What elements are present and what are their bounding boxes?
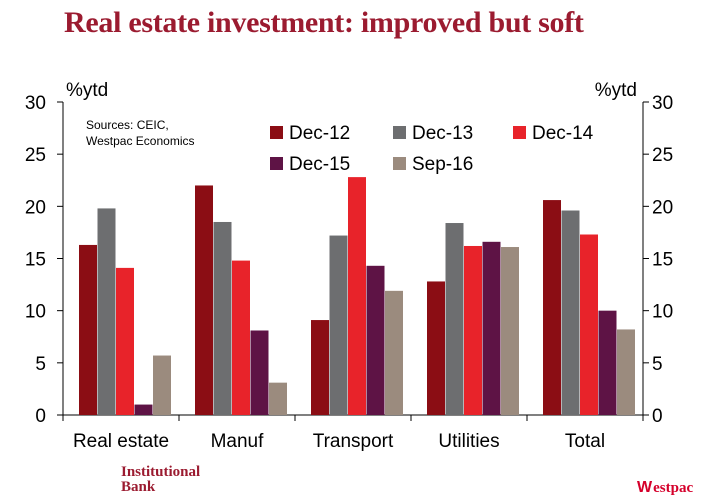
legend-label-sep-16: Sep-16 bbox=[412, 154, 473, 175]
y-tick-label-right: 10 bbox=[652, 302, 673, 323]
bar-dec-14 bbox=[464, 245, 482, 415]
y-tick-label-left: 15 bbox=[25, 250, 46, 271]
y-tick-label-left: 25 bbox=[25, 145, 46, 166]
y-tick-label-right: 25 bbox=[652, 145, 673, 166]
source-note-line-1: Sources: CEIC, bbox=[86, 118, 169, 132]
legend-label-dec-14: Dec-14 bbox=[532, 123, 594, 144]
source-note-line-2: Westpac Economics bbox=[86, 134, 195, 148]
legend-swatch-dec-15 bbox=[270, 157, 283, 170]
westpac-wordmark: estpac bbox=[653, 479, 694, 496]
legend-swatch-dec-14 bbox=[513, 126, 526, 139]
logo-line-1: Institutional bbox=[121, 464, 201, 480]
bar-dec-14 bbox=[232, 260, 250, 415]
legend-swatch-dec-13 bbox=[393, 126, 406, 139]
bar-sep-16 bbox=[501, 247, 519, 415]
legend-label-dec-13: Dec-13 bbox=[412, 123, 473, 144]
bar-dec-12 bbox=[79, 244, 97, 415]
y-tick-label-right: 30 bbox=[652, 93, 673, 114]
bar-dec-15 bbox=[598, 310, 617, 415]
y-axis-label-left: %ytd bbox=[66, 80, 108, 101]
y-tick-label-left: 5 bbox=[35, 354, 46, 375]
y-tick-label-right: 0 bbox=[652, 406, 663, 427]
bar-dec-14 bbox=[580, 234, 598, 415]
bar-sep-16 bbox=[385, 290, 403, 415]
institutional-bank-logo: Institutional Bank bbox=[121, 465, 200, 495]
bar-dec-14 bbox=[116, 267, 134, 415]
x-tick-label: Transport bbox=[313, 431, 394, 452]
x-tick-label: Manuf bbox=[211, 431, 265, 452]
bar-sep-16 bbox=[269, 382, 287, 415]
bar-dec-15 bbox=[134, 404, 153, 415]
y-tick-label-right: 5 bbox=[652, 354, 663, 375]
x-tick-label: Real estate bbox=[73, 431, 169, 452]
bar-dec-13 bbox=[97, 208, 116, 415]
page-title: Real estate investment: improved but sof… bbox=[64, 6, 584, 39]
x-tick-label: Utilities bbox=[438, 431, 499, 452]
bar-dec-13 bbox=[213, 221, 232, 415]
y-tick-label-left: 30 bbox=[25, 93, 46, 114]
bar-dec-15 bbox=[482, 241, 501, 415]
y-tick-label-left: 0 bbox=[35, 406, 46, 427]
y-tick-label-left: 20 bbox=[25, 197, 46, 218]
bar-dec-12 bbox=[427, 281, 445, 415]
bar-dec-12 bbox=[543, 200, 561, 415]
bar-dec-15 bbox=[366, 265, 385, 415]
bar-dec-13 bbox=[329, 235, 348, 415]
bar-sep-16 bbox=[153, 355, 171, 415]
bar-dec-13 bbox=[445, 223, 464, 415]
x-tick-label: Total bbox=[565, 431, 605, 452]
y-tick-label-right: 20 bbox=[652, 197, 673, 218]
legend-swatch-dec-12 bbox=[270, 126, 283, 139]
legend-label-dec-15: Dec-15 bbox=[289, 154, 350, 175]
bar-dec-13 bbox=[561, 210, 580, 415]
bar-dec-12 bbox=[311, 320, 329, 415]
bar-dec-15 bbox=[250, 330, 269, 415]
westpac-w-mark: W bbox=[637, 479, 653, 496]
bar-sep-16 bbox=[617, 329, 635, 415]
westpac-logo: W estpac bbox=[637, 478, 693, 498]
bar-dec-14 bbox=[348, 177, 366, 415]
y-tick-label-left: 10 bbox=[25, 302, 46, 323]
legend-label-dec-12: Dec-12 bbox=[289, 123, 350, 144]
y-tick-label-right: 15 bbox=[652, 250, 673, 271]
bar-dec-12 bbox=[195, 185, 213, 415]
y-axis-label-right: %ytd bbox=[595, 80, 637, 101]
legend-swatch-sep-16 bbox=[393, 157, 406, 170]
logo-line-2: Bank bbox=[121, 479, 156, 495]
